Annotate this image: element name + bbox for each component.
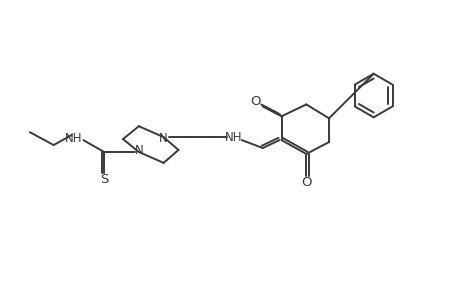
Text: N: N (134, 145, 143, 158)
Text: O: O (250, 95, 260, 108)
Text: N: N (159, 132, 168, 145)
Text: NH: NH (65, 132, 82, 145)
Text: O: O (300, 176, 311, 189)
Text: S: S (100, 173, 108, 186)
Text: NH: NH (225, 130, 242, 144)
